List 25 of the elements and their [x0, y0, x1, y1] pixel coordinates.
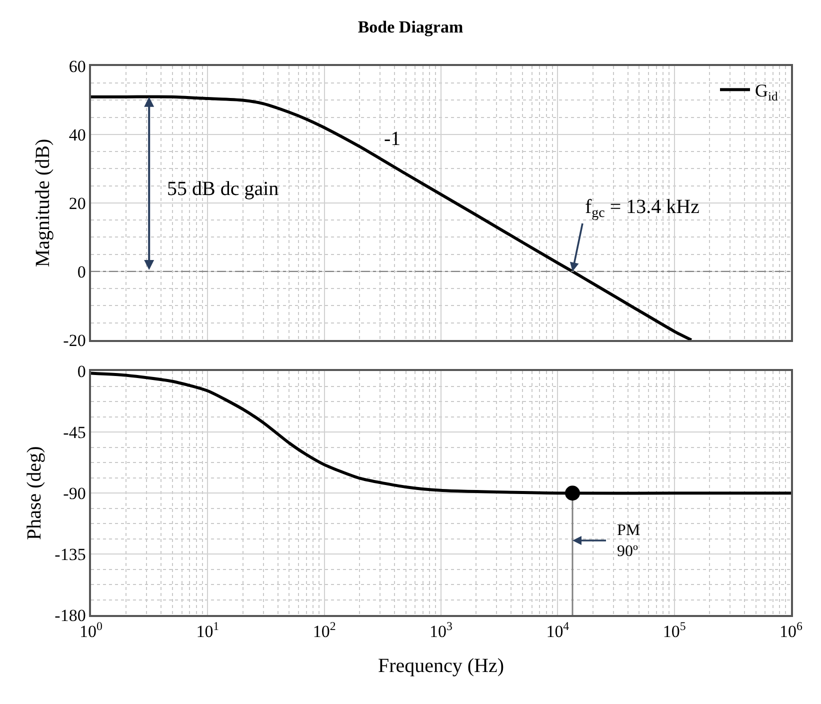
- y-tick-label: -20: [63, 330, 86, 350]
- y-tick-label: -135: [54, 545, 86, 564]
- x-axis-title: Frequency (Hz): [378, 655, 504, 678]
- y-tick-label: 0: [77, 262, 86, 282]
- x-tick-label: 10$^{6}$: [780, 619, 803, 642]
- y-tick-label: 60: [68, 56, 86, 76]
- x-tick-label: 10$^{2}$: [312, 619, 336, 642]
- annotation: -1: [384, 128, 401, 150]
- annotation: f$_{gc}$ = 13.4 kHz: [585, 196, 700, 222]
- x-tick-label: 10$^{1}$: [196, 619, 220, 642]
- y-tick-label: -45: [63, 423, 86, 442]
- x-tick-label: 10$^{3}$: [430, 619, 453, 642]
- y-tick-label: 40: [68, 125, 86, 144]
- x-tick-label: 10$^{4}$: [546, 619, 570, 642]
- annotation: PM 90º: [617, 522, 640, 560]
- y-tick-label: -180: [54, 606, 86, 625]
- x-tick-label: 10$^{5}$: [662, 619, 686, 642]
- annotation: 55 dB dc gain: [167, 178, 279, 200]
- legend-label: G$_{id}$: [755, 80, 778, 104]
- y-axis-title: Phase (deg): [24, 446, 46, 540]
- y-axis-title: Magnitude (dB): [32, 138, 54, 268]
- chart-title: Bode Diagram: [358, 17, 464, 36]
- y-tick-label: 0: [77, 362, 86, 382]
- y-tick-label: -90: [63, 484, 86, 504]
- y-tick-label: 20: [68, 194, 86, 213]
